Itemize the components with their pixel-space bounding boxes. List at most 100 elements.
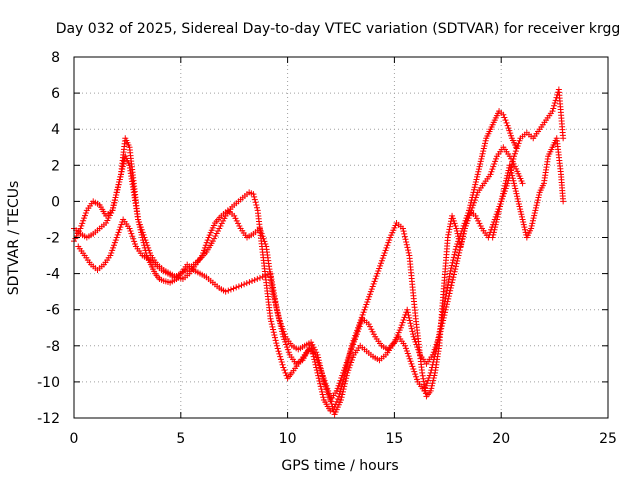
y-tick-label: 6 bbox=[51, 86, 60, 102]
y-tick-label: -4 bbox=[46, 267, 60, 283]
data-point bbox=[478, 155, 485, 162]
data-point bbox=[250, 191, 257, 198]
x-tick-label: 20 bbox=[492, 431, 510, 447]
data-point bbox=[431, 353, 438, 360]
data-point bbox=[345, 367, 352, 374]
data-point bbox=[450, 271, 457, 278]
data-point bbox=[455, 252, 462, 259]
data-point bbox=[560, 198, 567, 205]
data-point bbox=[480, 145, 487, 152]
data-point bbox=[528, 222, 535, 229]
data-point bbox=[233, 284, 240, 291]
data-point bbox=[464, 212, 471, 219]
data-point bbox=[449, 212, 456, 219]
data-point bbox=[535, 194, 542, 201]
x-tick-label: 25 bbox=[599, 431, 617, 447]
data-point bbox=[377, 262, 384, 269]
x-axis-title: GPS time / hours bbox=[281, 458, 398, 474]
data-point bbox=[492, 221, 499, 228]
data-point bbox=[413, 341, 420, 348]
data-point bbox=[116, 176, 123, 183]
data-point bbox=[270, 329, 277, 336]
data-point bbox=[446, 223, 453, 230]
data-point bbox=[498, 198, 505, 205]
data-point bbox=[511, 182, 518, 189]
data-point bbox=[520, 221, 527, 228]
data-point bbox=[340, 386, 347, 393]
data-point bbox=[320, 394, 327, 401]
data-point bbox=[403, 239, 410, 246]
data-point bbox=[264, 271, 271, 278]
data-point bbox=[511, 153, 518, 160]
data-point bbox=[113, 189, 120, 196]
data-point bbox=[458, 241, 465, 248]
data-point bbox=[423, 382, 430, 389]
data-point bbox=[336, 380, 343, 387]
data-point bbox=[516, 203, 523, 210]
data-point bbox=[403, 241, 410, 248]
data-point bbox=[363, 301, 370, 308]
data-point bbox=[452, 246, 459, 253]
data-point bbox=[520, 219, 527, 226]
data-point bbox=[506, 162, 513, 169]
data-point bbox=[367, 288, 374, 295]
data-point bbox=[522, 226, 529, 233]
data-point bbox=[399, 225, 406, 232]
data-point bbox=[529, 217, 536, 224]
data-point bbox=[279, 331, 286, 338]
data-point bbox=[342, 377, 349, 384]
data-point bbox=[349, 344, 356, 351]
data-point bbox=[510, 177, 517, 184]
data-point bbox=[202, 242, 209, 249]
data-point bbox=[112, 237, 119, 244]
data-point bbox=[406, 314, 413, 321]
data-point bbox=[471, 197, 478, 204]
data-point bbox=[430, 377, 437, 384]
data-point bbox=[457, 244, 464, 251]
data-point bbox=[428, 364, 435, 371]
data-point bbox=[339, 388, 346, 395]
data-point bbox=[492, 158, 499, 165]
data-point bbox=[449, 215, 456, 222]
data-point bbox=[496, 203, 503, 210]
data-point bbox=[401, 233, 408, 240]
data-point bbox=[334, 396, 341, 403]
data-point bbox=[534, 199, 541, 206]
data-point bbox=[311, 346, 318, 353]
data-point bbox=[531, 212, 538, 219]
data-point bbox=[343, 372, 350, 379]
data-point bbox=[316, 364, 323, 371]
data-point bbox=[276, 317, 283, 324]
data-point bbox=[412, 338, 419, 345]
data-point bbox=[257, 228, 264, 235]
y-tick-label: -2 bbox=[46, 231, 60, 247]
data-point bbox=[199, 252, 206, 259]
data-point bbox=[72, 235, 79, 242]
data-point bbox=[444, 234, 451, 241]
data-point bbox=[321, 377, 328, 384]
data-point bbox=[404, 350, 411, 357]
data-point bbox=[253, 202, 260, 209]
data-point bbox=[452, 248, 459, 255]
data-point bbox=[354, 328, 361, 335]
data-point bbox=[73, 233, 80, 240]
data-point bbox=[501, 182, 508, 189]
data-point bbox=[315, 359, 322, 366]
data-point bbox=[487, 171, 494, 178]
data-point bbox=[78, 222, 85, 229]
data-point bbox=[505, 125, 512, 132]
data-point bbox=[241, 281, 248, 288]
data-point bbox=[348, 359, 355, 366]
data-point bbox=[380, 252, 387, 259]
data-point bbox=[278, 359, 285, 366]
data-point bbox=[456, 235, 463, 242]
data-point bbox=[404, 309, 411, 316]
data-point bbox=[494, 213, 501, 220]
data-point bbox=[204, 237, 211, 244]
data-point bbox=[230, 285, 237, 292]
data-point bbox=[261, 238, 268, 245]
data-point bbox=[130, 235, 137, 242]
data-point bbox=[135, 219, 142, 226]
data-point bbox=[472, 181, 479, 188]
data-point bbox=[200, 249, 207, 256]
